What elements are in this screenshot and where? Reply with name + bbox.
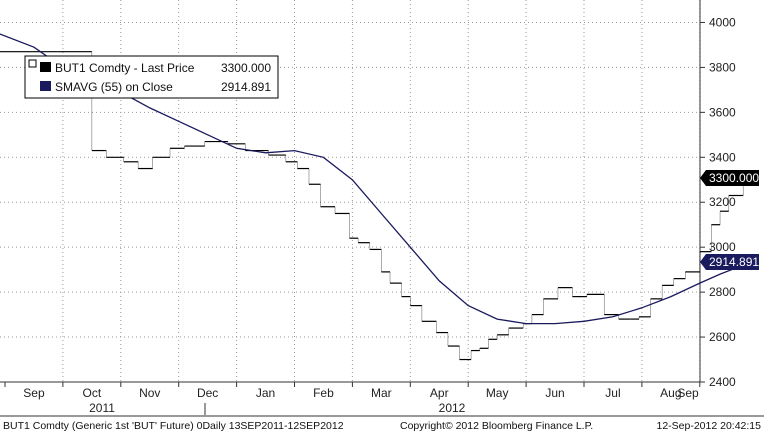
y-tick-label: 4000 [709, 15, 736, 29]
x-tick-label: Nov [139, 386, 160, 400]
y-tick-label: 3000 [709, 240, 736, 254]
last-price-flag [700, 170, 759, 186]
x-tick-label: May [486, 386, 509, 400]
sma-flag [700, 254, 759, 270]
x-tick-label: Apr [430, 386, 449, 400]
year-label-2012: 2012 [439, 401, 466, 415]
x-tick-label: Dec [197, 386, 218, 400]
x-tick-label: Oct [83, 386, 102, 400]
x-tick-label: Sep [677, 386, 699, 400]
legend-swatch-price [40, 62, 51, 72]
x-tick-label: Jun [545, 386, 564, 400]
last-price-flag-text: 3300.000 [709, 171, 759, 185]
year-labels: 2011 2012 [89, 401, 466, 415]
y-tick-label: 2800 [709, 285, 736, 299]
legend-label-price: BUT1 Comdty - Last Price [55, 61, 195, 75]
y-tick-label: 2600 [709, 330, 736, 344]
y-tick-label: 3800 [709, 60, 736, 74]
x-tick-label: Feb [313, 386, 334, 400]
legend-toggle-icon[interactable] [28, 59, 37, 68]
ticks: 2400 2600 2800 3000 3200 3400 3600 3800 4000 Sep O… [4, 15, 736, 400]
footer: BUT1 Comdty (Generic 1st 'BUT' Future) 0… [3, 420, 761, 432]
x-tick-label: Jul [605, 386, 620, 400]
y-tick-label: 3200 [709, 195, 736, 209]
axes [0, 0, 764, 417]
x-tick-label: Sep [23, 386, 45, 400]
y-tick-label: 3600 [709, 105, 736, 119]
value-flags: 3300.000 2914.891 [700, 170, 759, 270]
x-tick-label: Aug [660, 386, 681, 400]
footer-security-info: BUT1 Comdty (Generic 1st 'BUT' Future) 0… [3, 420, 344, 432]
legend-swatch-sma [40, 81, 51, 91]
legend-box [24, 55, 279, 99]
sma-flag-text: 2914.891 [709, 255, 759, 269]
x-tick-label: Mar [371, 386, 392, 400]
legend-label-sma: SMAVG (55) on Close [55, 80, 173, 94]
y-tick-label: 3400 [709, 150, 736, 164]
legend-value-price: 3300.000 [221, 61, 271, 75]
footer-copyright: Copyright© 2012 Bloomberg Finance L.P. [400, 420, 593, 432]
y-tick-label: 2400 [709, 375, 736, 389]
legend: BUT1 Comdty - Last Price 3300.000 SMAVG … [24, 55, 279, 99]
footer-timestamp: 12-Sep-2012 20:42:15 [656, 420, 761, 432]
legend-value-sma: 2914.891 [221, 80, 271, 94]
x-tick-label: Jan [256, 386, 275, 400]
year-label-2011: 2011 [89, 401, 115, 415]
